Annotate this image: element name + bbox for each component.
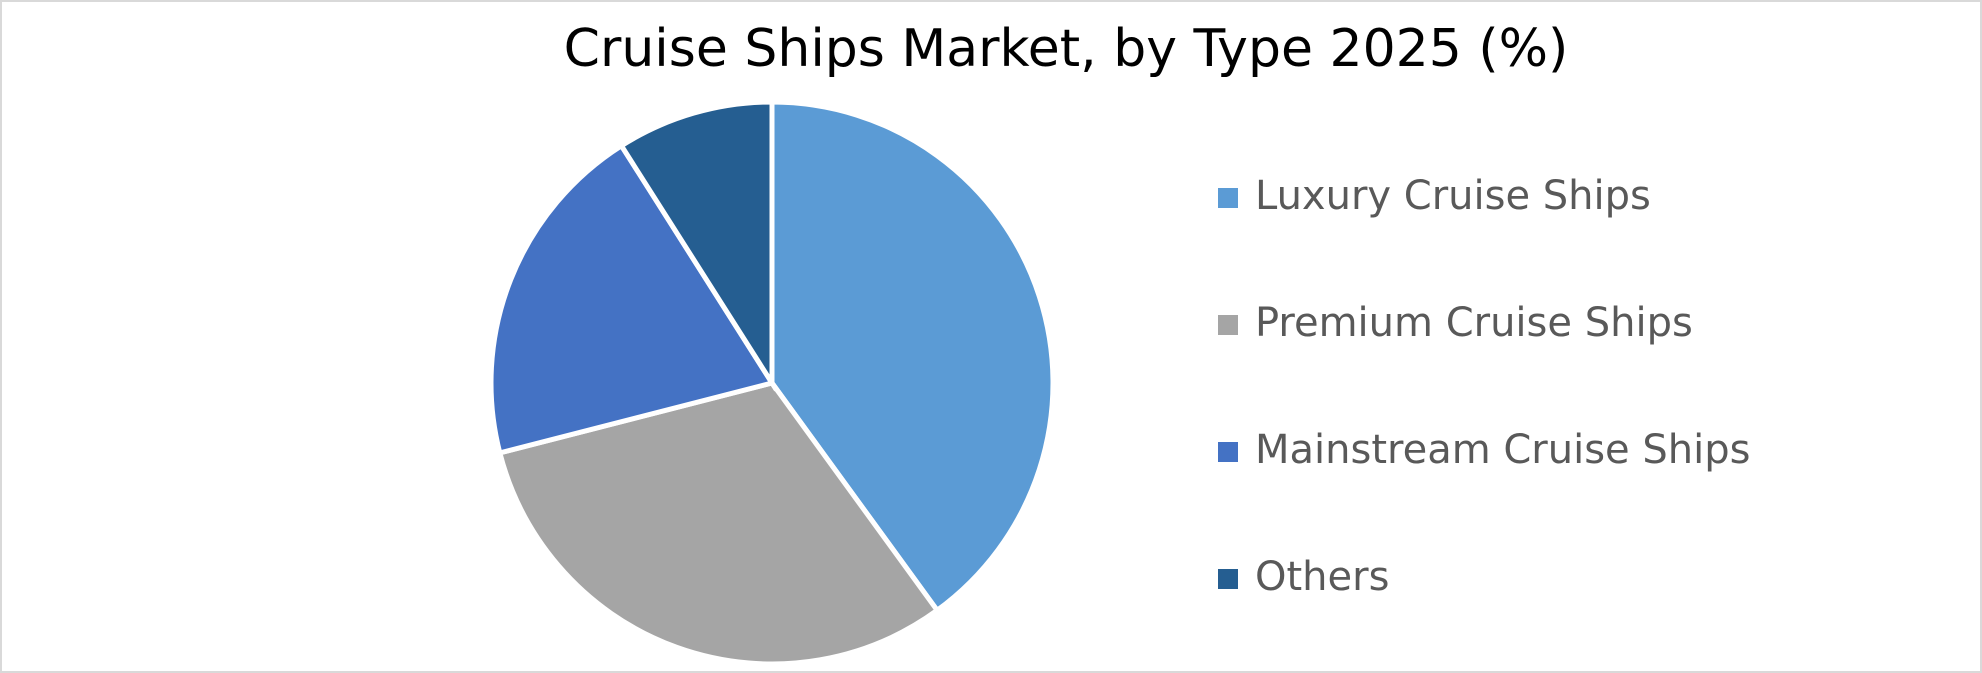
legend-swatch: [1218, 315, 1238, 335]
legend-swatch: [1218, 442, 1238, 462]
pie-slice: [488, 142, 776, 456]
chart-title: Cruise Ships Market, by Type 2025 (%): [564, 19, 1569, 79]
legend-label: Premium Cruise Ships: [1255, 300, 1693, 346]
legend-label: Mainstream Cruise Ships: [1255, 427, 1750, 473]
pie-slice: [617, 99, 775, 392]
pie-slice: [496, 380, 941, 667]
legend-swatch: [1218, 188, 1238, 208]
legend-swatch: [1218, 569, 1238, 589]
pie-slice: [769, 99, 1056, 614]
legend-label: Others: [1255, 554, 1389, 600]
legend-label: Luxury Cruise Ships: [1255, 173, 1651, 219]
